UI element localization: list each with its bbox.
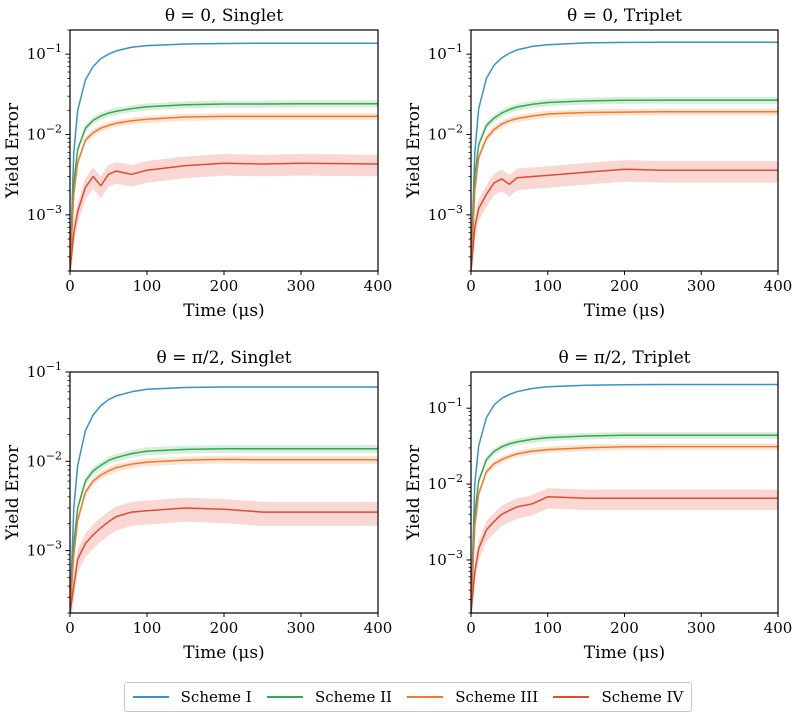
panel-1: 0 100 200 300 400 10−3 10−2 10−1 θ = 0, Singlet T… (3, 6, 392, 321)
x-tick-label: 300 (287, 619, 316, 637)
band-scheme-iv (471, 488, 778, 613)
band-scheme-iv (70, 154, 378, 271)
y-tick-label: 10−3 (428, 548, 463, 569)
series-line-scheme-iv (70, 507, 378, 613)
legend-swatch-scheme-i (132, 696, 169, 698)
x-tick-label: 300 (687, 619, 716, 637)
x-tick-label: 100 (533, 619, 562, 637)
x-tick-label: 100 (133, 619, 162, 637)
band-scheme-iii (471, 108, 778, 271)
y-tick-label: 10−2 (428, 472, 463, 493)
x-tick-label: 400 (364, 277, 393, 295)
axes-frame (69, 29, 379, 272)
series-line-scheme-ii (70, 448, 378, 613)
x-tick-label: 100 (133, 277, 162, 295)
band-scheme-i (471, 41, 778, 271)
plot-area (70, 42, 378, 271)
x-tick-label: 0 (65, 619, 75, 637)
y-tick-label: 10−2 (27, 123, 62, 144)
legend-swatch-scheme-ii (267, 696, 303, 698)
band-scheme-ii (471, 432, 778, 613)
y-tick-label: 10−3 (27, 203, 62, 224)
legend-item-scheme-iii: Scheme III (407, 688, 538, 706)
plot-area (471, 41, 778, 271)
series-line-scheme-iv (70, 162, 378, 271)
series-line-scheme-i (471, 41, 778, 271)
x-tick-label: 0 (65, 277, 75, 295)
series-line-scheme-i (70, 386, 378, 613)
band-scheme-iv (471, 160, 778, 271)
x-axis-label: Time (μs) (183, 643, 264, 663)
x-axis-label: Time (μs) (584, 643, 665, 663)
series-line-scheme-ii (471, 434, 778, 613)
y-tick-label: 10−3 (428, 203, 463, 224)
x-axis-label: Time (μs) (183, 301, 264, 321)
panel-title: θ = π/2, Singlet (156, 348, 291, 368)
y-axis-label: Yield Error (404, 102, 424, 199)
series-line-scheme-i (70, 42, 378, 271)
y-tick-label: 10−1 (428, 396, 463, 417)
x-tick-label: 0 (466, 277, 476, 295)
panel-title: θ = 0, Triplet (567, 6, 682, 26)
y-axis-label: Yield Error (404, 444, 424, 541)
band-scheme-ii (471, 96, 778, 271)
y-tick-label: 10−1 (27, 360, 62, 381)
series-line-scheme-iv (471, 168, 778, 271)
series-line-scheme-i (471, 383, 778, 613)
legend-label-scheme-i: Scheme I (180, 688, 252, 706)
x-tick-label: 100 (533, 277, 562, 295)
y-tick-label: 10−1 (428, 42, 463, 63)
y-tick-label: 10−2 (27, 449, 62, 470)
panel-2: 0 100 200 300 400 10−3 10−2 10−1 θ = 0, Triplet T… (404, 6, 792, 321)
legend-item-scheme-iv: Scheme IV (553, 688, 683, 706)
legend-label-scheme-ii: Scheme II (315, 688, 392, 706)
panel-3: 0 100 200 300 400 10−3 10−2 10−1 θ = π/2, Single… (3, 348, 392, 663)
series-line-scheme-iv (471, 496, 778, 613)
band-scheme-ii (70, 445, 378, 613)
x-tick-label: 200 (610, 619, 639, 637)
x-axis-label: Time (μs) (584, 301, 665, 321)
panel-4: 0 100 200 300 400 10−3 10−2 10−1 θ = π/2, Triple… (404, 348, 792, 663)
series-line-scheme-iii (70, 115, 378, 271)
series-line-scheme-iii (70, 458, 378, 613)
x-tick-label: 300 (287, 277, 316, 295)
legend-label-scheme-iv: Scheme IV (601, 688, 684, 706)
band-scheme-iii (70, 113, 378, 271)
y-axis-label: Yield Error (3, 444, 23, 541)
axes-frame (69, 371, 379, 614)
legend-item-scheme-i: Scheme I (132, 688, 252, 706)
panel-title: θ = π/2, Triplet (559, 348, 691, 368)
y-tick-label: 10−3 (27, 539, 62, 560)
legend-item-scheme-ii: Scheme II (267, 688, 392, 706)
band-scheme-iv (70, 497, 378, 613)
plot-area (471, 383, 778, 613)
y-tick-label: 10−2 (428, 123, 463, 144)
legend: Scheme I Scheme II Scheme III Scheme IV (124, 682, 692, 712)
x-tick-label: 400 (764, 619, 793, 637)
legend-swatch-scheme-iii (407, 696, 444, 698)
x-tick-label: 300 (687, 277, 716, 295)
band-scheme-ii (70, 100, 378, 271)
legend-swatch-scheme-iv (553, 696, 590, 698)
x-tick-label: 200 (210, 619, 239, 637)
x-tick-label: 0 (466, 619, 476, 637)
band-scheme-iii (70, 455, 378, 613)
band-scheme-iii (471, 443, 778, 613)
x-tick-label: 400 (364, 619, 393, 637)
plot-area (70, 386, 378, 613)
panel-title: θ = 0, Singlet (165, 6, 283, 26)
x-tick-label: 200 (210, 277, 239, 295)
legend-label-scheme-iii: Scheme III (455, 688, 539, 706)
y-tick-label: 10−1 (27, 42, 62, 63)
x-tick-label: 400 (764, 277, 793, 295)
y-axis-label: Yield Error (3, 102, 23, 199)
series-line-scheme-ii (70, 102, 378, 271)
series-line-scheme-iii (471, 445, 778, 613)
series-line-scheme-iii (471, 111, 778, 271)
series-line-scheme-ii (471, 99, 778, 271)
x-tick-label: 200 (610, 277, 639, 295)
axes-frame (470, 29, 779, 272)
